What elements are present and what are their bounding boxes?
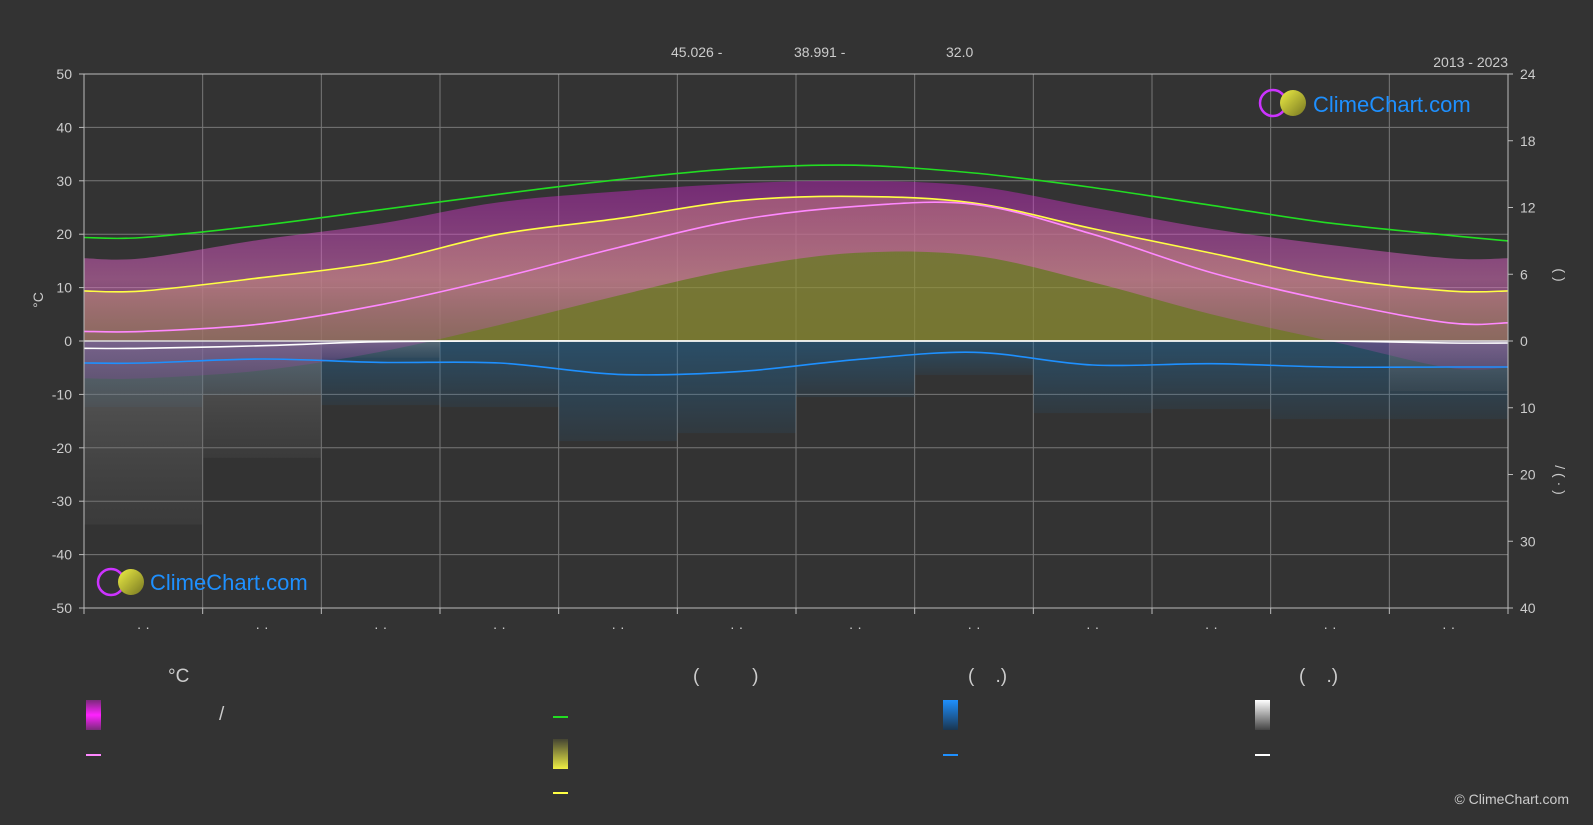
coord-lon: 38.991 - — [794, 44, 846, 60]
legend-temp-heading: °C — [168, 666, 190, 687]
rain-bar — [440, 341, 559, 408]
x-tick-label: · · — [1442, 619, 1455, 635]
y-tick-label-right-bottom: 40 — [1520, 600, 1536, 616]
legend-sunshine-mean-swatch — [553, 792, 568, 794]
y-tick-label-left: -50 — [52, 600, 72, 616]
y-tick-label-right-top: 0 — [1520, 333, 1528, 349]
x-tick-label: · · — [255, 619, 268, 635]
y-tick-label-left: 0 — [64, 333, 72, 349]
rain-bar — [1033, 341, 1152, 414]
y-tick-label-left: -10 — [52, 386, 72, 402]
rain-bar — [677, 341, 796, 434]
rain-bar — [558, 341, 678, 442]
y-tick-label-left: 50 — [56, 66, 72, 82]
rain-bar — [1270, 341, 1390, 420]
coord-elev: 32.0 — [946, 44, 973, 60]
x-tick-label: · · — [137, 619, 150, 635]
y-tick-label-left: 30 — [56, 173, 72, 189]
rain-bar — [796, 341, 915, 398]
y-tick-label-left: -30 — [52, 493, 72, 509]
legend-temp-slash: / — [219, 704, 225, 725]
y-tick-label-right-bottom: 30 — [1520, 533, 1536, 549]
y-tick-label-left: 10 — [56, 280, 72, 296]
y-tick-label-left: 40 — [56, 119, 72, 135]
temperature-mean-line — [84, 201, 1508, 333]
x-tick-label: · · — [849, 619, 862, 635]
x-tick-label: · · — [374, 619, 387, 635]
logo-text-top: ClimeChart.com — [1313, 92, 1471, 117]
daylight-line — [84, 164, 1508, 242]
logo-top: ClimeChart.com — [1258, 88, 1471, 118]
sunshine-line — [84, 195, 1508, 293]
y-axis-label-left: °C — [30, 292, 46, 308]
legend-rain-mean-swatch — [943, 754, 958, 756]
legend-snow-mean-swatch — [1255, 754, 1270, 756]
coord-lat: 45.026 - — [671, 44, 723, 60]
legend-snow-heading: ( .) — [1299, 666, 1339, 687]
y-tick-label-right-top: 18 — [1520, 133, 1536, 149]
logo-sun-icon — [118, 569, 144, 595]
rain-bar — [914, 341, 1034, 376]
temperature-range-band — [84, 180, 1508, 379]
legend-rain-swatch — [943, 700, 958, 730]
period-title: 2013 - 2023 — [1433, 54, 1508, 70]
legend-temp-range-swatch — [86, 700, 101, 730]
x-tick-label: · · — [1086, 619, 1099, 635]
legend-rain-heading: ( .) — [968, 666, 1008, 687]
legend-sunshine-swatch — [553, 739, 568, 769]
x-tick-label: · · — [1205, 619, 1218, 635]
copyright: © ClimeChart.com — [1454, 791, 1569, 807]
y-tick-label-right-top: 6 — [1520, 266, 1528, 282]
y-axis-label-right-bottom: / ( · ) — [1552, 465, 1568, 495]
x-tick-label: · · — [611, 619, 624, 635]
rain-bar — [1152, 341, 1271, 410]
legend-daylight-swatch — [553, 716, 568, 718]
legend-snow-swatch — [1255, 700, 1270, 730]
y-tick-label-left: 20 — [56, 226, 72, 242]
logo-text-bottom: ClimeChart.com — [150, 570, 308, 595]
logo-sun-icon — [1280, 90, 1306, 116]
x-tick-label: · · — [730, 619, 743, 635]
y-tick-label-left: -40 — [52, 547, 72, 563]
logo-bottom: ClimeChart.com — [96, 567, 308, 597]
y-axis-label-right-top: ( ) — [1552, 268, 1568, 281]
legend-sun-heading: ( ) — [693, 666, 759, 687]
rain-line — [84, 351, 1508, 376]
axes: 50 40 30 20 10 0 -10 -20 -30 -40 -50 24 18 12 6 0 10 20 30… — [52, 66, 1536, 635]
y-tick-label-right-bottom: 10 — [1520, 400, 1536, 416]
x-tick-label: · · — [493, 619, 506, 635]
plot-area — [84, 164, 1508, 525]
y-tick-label-right-bottom: 20 — [1520, 467, 1536, 483]
y-tick-label-right-top: 12 — [1520, 200, 1536, 216]
climate-chart: 45.026 - 38.991 - 32.0 2013 - 2023 50 40 3… — [30, 44, 1568, 635]
y-tick-label-right-top: 24 — [1520, 66, 1536, 82]
y-tick-label-left: -20 — [52, 440, 72, 456]
snow-line — [84, 340, 1508, 350]
x-tick-label: · · — [1323, 619, 1336, 635]
legend-temp-mean-swatch — [86, 754, 101, 756]
x-tick-label: · · — [967, 619, 980, 635]
